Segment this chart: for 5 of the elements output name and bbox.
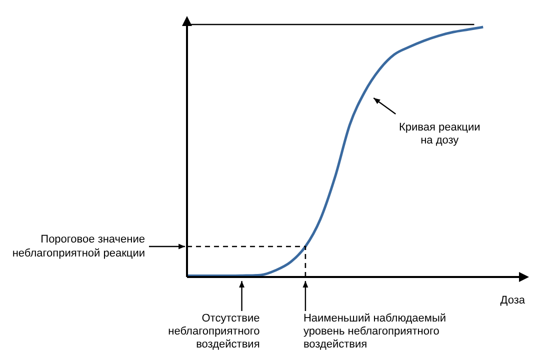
- text: Наименьший наблюдаемый уровень неблагоприятного воздействия: [303, 312, 446, 350]
- x-axis-title: Доза: [500, 294, 526, 307]
- text: Отсутствие неблагоприятного воздействия: [168, 312, 260, 350]
- ref-line-label: Пороговое значение неблагоприятной реакции: [12, 234, 145, 260]
- annotation: Кривая реакции на дозу: [398, 122, 480, 147]
